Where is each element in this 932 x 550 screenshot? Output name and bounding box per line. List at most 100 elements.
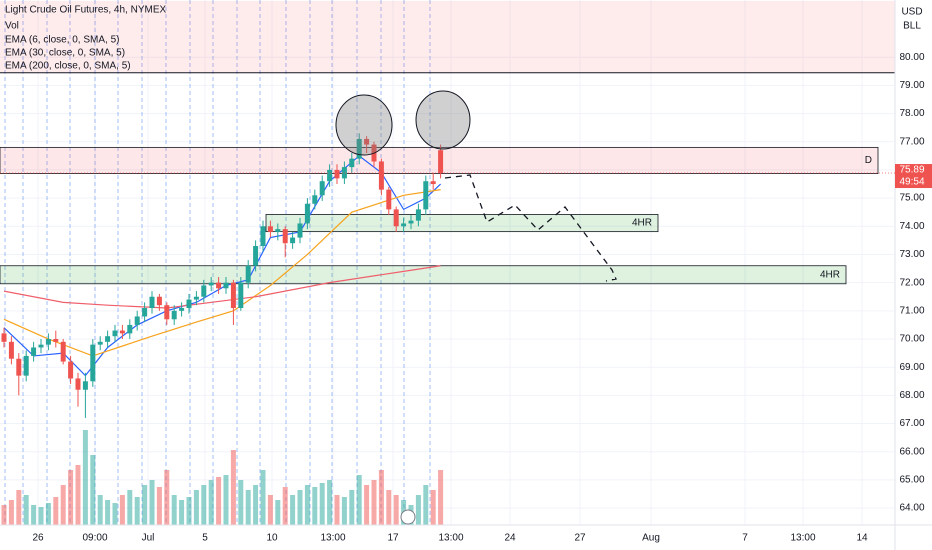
volume-bar [45,503,51,525]
candle-body [245,265,251,283]
volume-bar [438,470,444,525]
volume-bar [8,500,14,525]
volume-bar [290,495,296,525]
y-tick-label: 77.00 [899,136,924,147]
volume-bar [149,480,155,525]
x-tick-label: 09:00 [82,533,107,544]
volume-bar [371,480,377,525]
volume-bar [304,485,310,525]
y-tick-label: 69.00 [899,362,924,373]
candle-body [356,138,362,159]
candle-body [16,358,22,376]
x-tick-label: 27 [574,533,586,544]
volume-bar [238,480,244,525]
candle-body [386,189,392,210]
candle-body [438,150,444,174]
volume-bar [186,497,192,525]
candle-body [290,237,296,244]
volume-bar [68,470,74,525]
x-tick-label: 13:00 [320,533,345,544]
volume-bar [275,500,281,525]
candle-body [45,339,51,345]
ema-line [3,265,441,309]
zone-label: 4HR [820,269,840,280]
y-tick-label: 79.00 [899,80,924,91]
candle-body [216,282,222,289]
volume-bar [216,477,222,525]
x-tick-label: 14 [856,533,868,544]
candle-body [164,305,170,320]
volume-bar [75,465,81,525]
y-tick-label: 65.00 [899,475,924,486]
volume-bar [90,455,96,525]
marks [1,133,444,525]
highlight-circle [335,94,393,156]
volume-bar [127,490,133,525]
last-price-label: 75.89 [899,165,924,176]
volume-bar [312,487,318,525]
volume-bar [1,505,7,525]
candle-body [97,341,103,345]
candle-body [119,330,125,334]
volume-bar [164,470,170,525]
x-tick-label: 24 [504,533,516,544]
ema-line [3,155,442,377]
candle-body [267,226,273,232]
candle-body [275,229,281,232]
candle-body [423,181,429,210]
candle-body [297,223,303,238]
chart-title: Light Crude Oil Futures, 4h, NYMEX [5,5,167,16]
volume-bar [423,485,429,525]
candle-body [156,296,162,306]
zone-label: D [865,155,872,166]
candle-body [142,308,148,317]
candle-body [349,158,355,168]
volume-bar [193,490,199,525]
candle-body [179,308,185,311]
candle-body [38,344,44,348]
x-tick-label: Jul [142,533,155,544]
volume-bar [282,487,288,525]
volume-bar [156,487,162,525]
legend: Light Crude Oil Futures, 4h, NYMEX Vol E… [5,5,167,72]
candle-body [282,229,288,244]
volume-bar [386,490,392,525]
volume-bar [223,475,229,525]
candle-body [334,169,340,179]
volume-bar [245,490,251,525]
candle-body [134,316,140,325]
events-icon[interactable] [400,509,416,525]
volume-bar [319,483,325,525]
volume-bar [38,507,44,525]
volume-bar [356,475,362,525]
y-tick-label: 78.00 [899,108,924,119]
candle-body [238,282,244,309]
x-tick-label: 7 [742,533,748,544]
candle-body [304,203,310,224]
volume-bar [430,490,436,525]
y-tick-label: 67.00 [899,418,924,429]
candle-body [260,226,266,247]
currency: USD [901,7,922,18]
candle-body [90,344,96,382]
volume-bar [393,495,399,525]
volume-bar [31,505,37,525]
candle-body [201,285,207,297]
volume-bar [16,490,22,525]
volume-bar [253,485,259,525]
candle-body [149,296,155,309]
volume-bar [119,495,125,525]
legend-entry: EMA (200, close, 0, SMA, 5) [5,61,131,72]
volume-bar [378,470,384,525]
volume-bar [105,500,111,525]
candle-body [393,209,399,227]
x-tick-label: 13:00 [438,533,463,544]
candle-body [364,138,370,145]
zone [0,0,895,73]
y-tick-label: 73.00 [899,249,924,260]
candle-body [223,282,229,289]
y-tick-label: 71.00 [899,305,924,316]
legend-entry: EMA (6, close, 0, SMA, 5) [5,35,119,46]
volume-bar [171,495,177,525]
